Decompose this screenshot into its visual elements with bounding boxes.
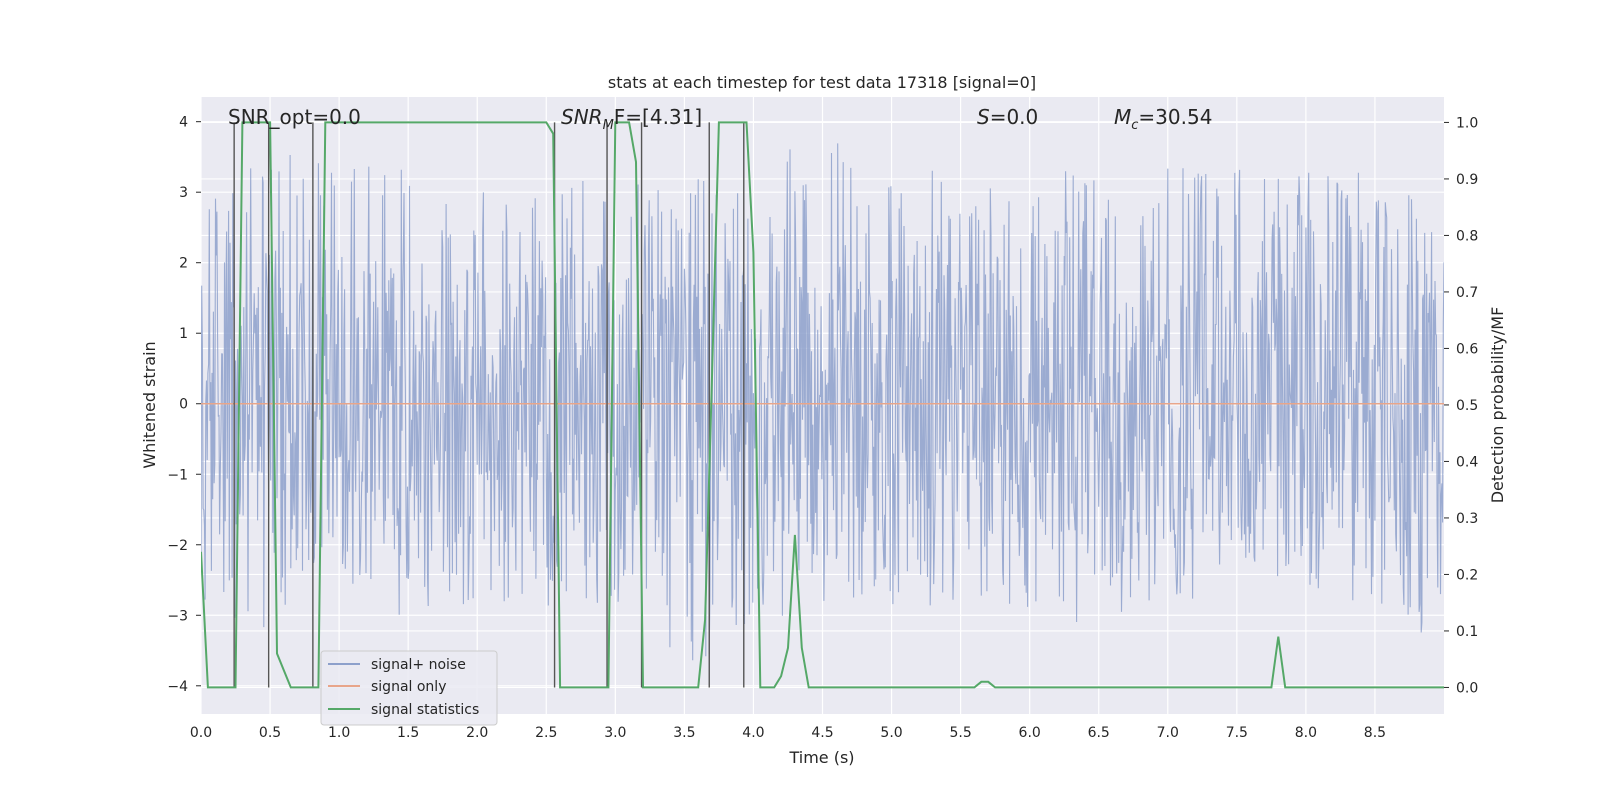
y-left-tick-label: −4 bbox=[167, 679, 188, 695]
x-axis-label: Time (s) bbox=[788, 748, 854, 767]
legend-label-signal-statistics: signal statistics bbox=[371, 702, 479, 718]
y-right-tick-label: 0.4 bbox=[1456, 454, 1478, 470]
signal-statistics-line bbox=[201, 121, 1444, 689]
legend-label-signal-noise: signal+ noise bbox=[371, 657, 466, 673]
y-right-tick-label: 0.3 bbox=[1456, 511, 1478, 527]
x-tick-label: 4.5 bbox=[811, 725, 833, 741]
x-tick-label: 1.5 bbox=[397, 725, 419, 741]
annotation-snr-mf: SNRMF=[4.31] bbox=[561, 105, 702, 133]
signal-statistics-series bbox=[201, 121, 1444, 689]
x-tick-label: 3.0 bbox=[604, 725, 626, 741]
y-left-tick-label: 1 bbox=[179, 326, 188, 342]
y-right-tick-label: 0.8 bbox=[1456, 228, 1478, 244]
x-tick-label: 0.5 bbox=[259, 725, 281, 741]
y-right-tick-label: 0.7 bbox=[1456, 285, 1478, 301]
x-tick-label: 2.0 bbox=[466, 725, 488, 741]
x-tick-label: 0.0 bbox=[190, 725, 212, 741]
chart-title: stats at each timestep for test data 173… bbox=[608, 73, 1036, 92]
x-tick-label: 8.5 bbox=[1364, 725, 1386, 741]
annotation-s: S=0.0 bbox=[977, 105, 1038, 129]
y-left-tick-label: 2 bbox=[179, 256, 188, 272]
y-right-tick-label: 1.0 bbox=[1456, 115, 1478, 131]
x-tick-label: 1.0 bbox=[328, 725, 350, 741]
y-left-tick-label: 0 bbox=[179, 397, 188, 413]
legend-label-signal-only: signal only bbox=[371, 679, 446, 695]
x-tick-label: 3.5 bbox=[673, 725, 695, 741]
y-right-tick-label: 0.5 bbox=[1456, 398, 1478, 414]
x-tick-label: 4.0 bbox=[742, 725, 764, 741]
x-tick-label: 8.0 bbox=[1295, 725, 1317, 741]
x-tick-label: 5.0 bbox=[880, 725, 902, 741]
y-right-tick-label: 0.6 bbox=[1456, 341, 1478, 357]
x-tick-label: 6.5 bbox=[1088, 725, 1110, 741]
annotation-snr-opt: SNR_opt=0.0 bbox=[228, 105, 361, 129]
y-right-tick-label: 0.1 bbox=[1456, 624, 1478, 640]
y-right-axis-label: Detection probability/MF bbox=[1488, 307, 1507, 504]
x-tick-label: 7.5 bbox=[1226, 725, 1248, 741]
y-right-tick-label: 0.0 bbox=[1456, 680, 1478, 696]
legend: signal+ noise signal only signal statist… bbox=[320, 650, 498, 726]
y-left-tick-label: 3 bbox=[179, 185, 188, 201]
y-right-tick-label: 0.9 bbox=[1456, 172, 1478, 188]
y-right-axis-ticks: 0.0 0.1 0.2 0.3 0.4 0.5 0.6 0.7 0.8 0.9 1.0 bbox=[1444, 115, 1478, 696]
x-tick-label: 2.5 bbox=[535, 725, 557, 741]
vertical-markers bbox=[233, 122, 745, 688]
annotation-mc: Mc=30.54 bbox=[1114, 105, 1212, 133]
x-tick-label: 6.0 bbox=[1019, 725, 1041, 741]
y-left-tick-label: −2 bbox=[167, 538, 188, 554]
signal-noise-series bbox=[201, 143, 1444, 661]
y-left-tick-label: 4 bbox=[179, 115, 188, 131]
signal-noise-line bbox=[201, 143, 1444, 661]
x-tick-label: 5.5 bbox=[949, 725, 971, 741]
y-left-axis-label: Whitened strain bbox=[140, 341, 159, 468]
y-left-tick-label: −1 bbox=[167, 467, 188, 483]
legend-box bbox=[320, 650, 498, 726]
x-axis-ticks: 0.0 0.5 1.0 1.5 2.0 2.5 3.0 3.5 4.0 4.5 5.0 5.5 6.0 6… bbox=[190, 725, 1386, 741]
y-left-axis-ticks: −4 −3 −2 −1 0 1 2 3 4 bbox=[167, 115, 201, 695]
y-right-tick-label: 0.2 bbox=[1456, 567, 1478, 583]
y-left-tick-label: −3 bbox=[167, 608, 188, 624]
x-tick-label: 7.0 bbox=[1157, 725, 1179, 741]
